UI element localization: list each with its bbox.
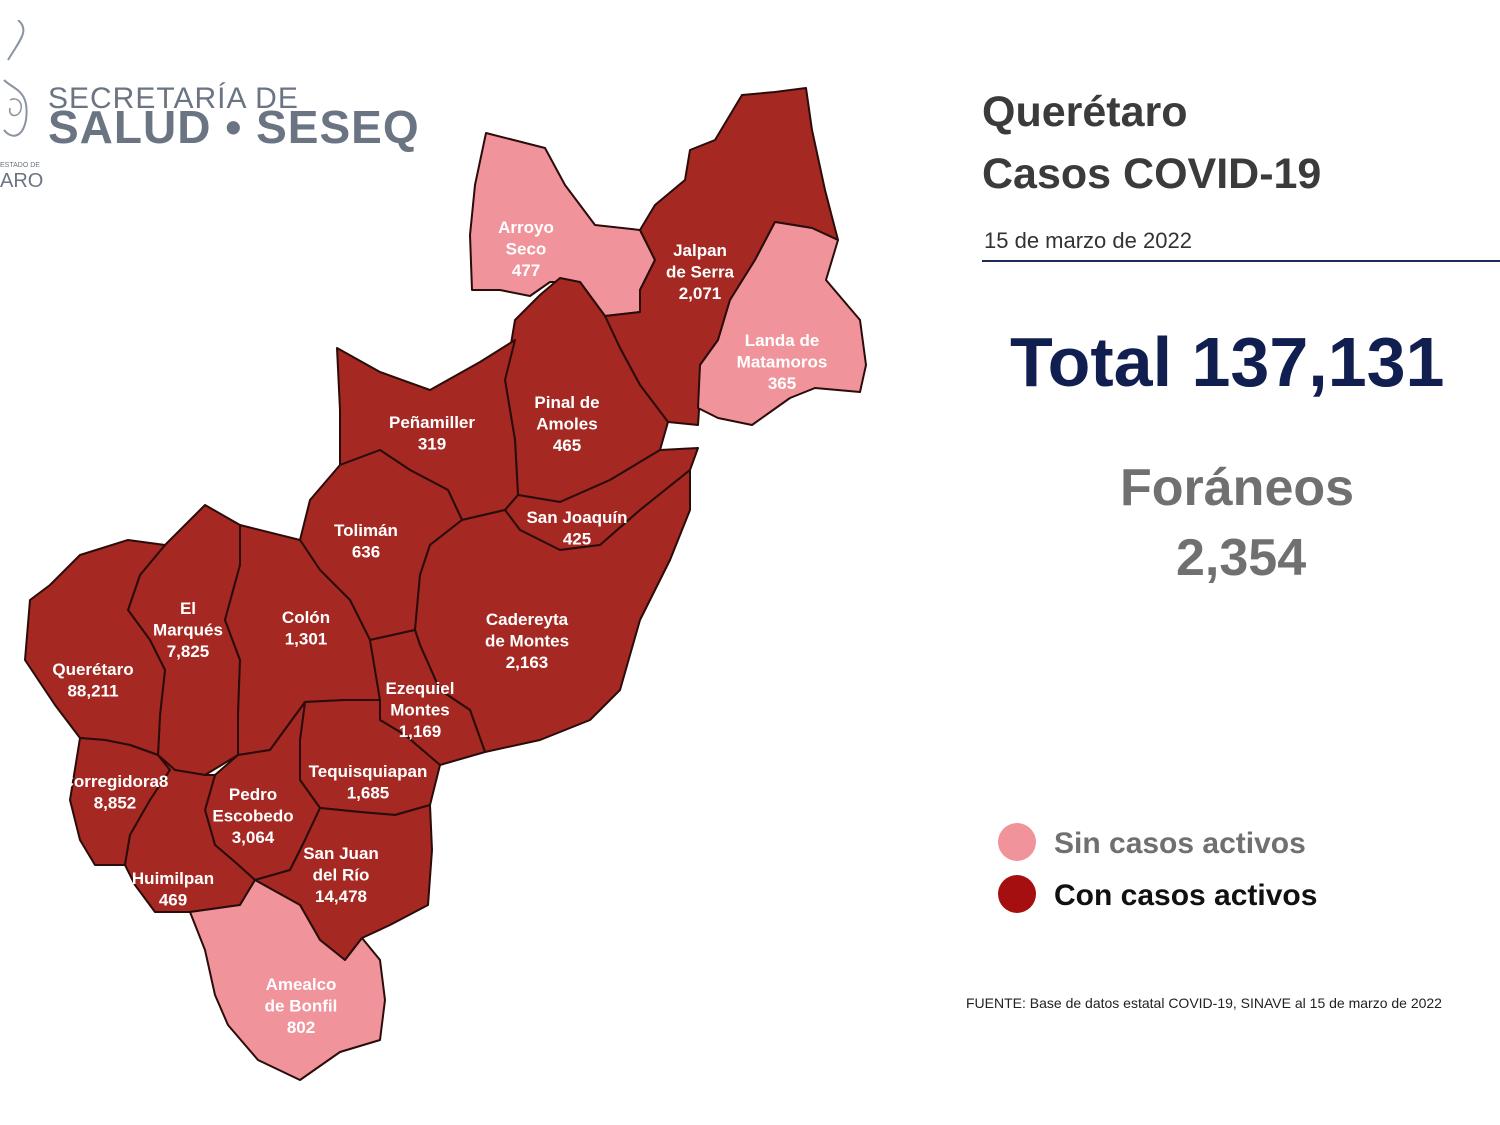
- page-title-cases: Casos COVID-19: [982, 150, 1322, 198]
- municipality-landa-de-matamoros: [697, 221, 867, 426]
- label-corregidora: Corregidora8 8,852: [62, 772, 169, 813]
- title-divider: [982, 260, 1500, 262]
- data-source-note: FUENTE: Base de datos estatal COVID-19, …: [966, 995, 1442, 1011]
- label-san-joaquin: San Joaquín 425: [526, 508, 627, 549]
- label-pinal-de-amoles: Pinal de Amoles 465: [534, 393, 599, 455]
- label-toliman: Tolimán 636: [334, 521, 398, 562]
- state-seal-icon: [3, 20, 28, 137]
- total-cases: Total 137,131: [1010, 323, 1445, 401]
- legend-label-no-active: Sin casos activos: [1054, 827, 1306, 860]
- foraneos-label: Foráneos: [1120, 459, 1355, 517]
- logo-seal-caption: ESTADO DE: [0, 162, 40, 169]
- label-el-marques: El Marqués 7,825: [153, 599, 223, 661]
- foraneos-value: 2,354: [1176, 529, 1307, 587]
- legend-swatch-no-active: [998, 823, 1036, 861]
- logo-line-salud-seseq: SALUD • SESEQ: [48, 101, 420, 153]
- label-cadereyta-de-montes: Cadereyta de Montes 2,163: [485, 610, 569, 672]
- label-san-juan-del-rio: San Juan del Río 14,478: [303, 844, 379, 906]
- legend-swatch-active: [998, 875, 1036, 913]
- label-pedro-escobedo: Pedro Escobedo 3,064: [212, 785, 293, 847]
- municipality-amealco-de-bonfil: [189, 879, 386, 1081]
- label-colon: Colón 1,301: [282, 608, 330, 649]
- municipality-jalpan-de-serra: [604, 87, 839, 426]
- label-queretaro: Querétaro 88,211: [52, 660, 133, 701]
- label-amealco-de-bonfil: Amealco de Bonfil 802: [265, 975, 338, 1037]
- page-title-state: Querétaro: [982, 88, 1188, 136]
- legend-label-active: Con casos activos: [1054, 879, 1318, 912]
- municipality-cadereyta-de-montes: [414, 469, 691, 753]
- label-landa-de-matamoros: Landa de Matamoros 365: [737, 331, 828, 393]
- label-jalpan-de-serra: Jalpan de Serra 2,071: [666, 241, 735, 303]
- report-date: 15 de marzo de 2022: [984, 228, 1192, 253]
- label-tequisquiapan: Tequisquiapan 1,685: [309, 762, 428, 803]
- label-huimilpan: Huimilpan 469: [132, 869, 214, 910]
- label-arroyo-seco: Arroyo Seco 477: [498, 218, 554, 280]
- label-ezequiel-montes: Ezequiel Montes 1,169: [386, 679, 455, 741]
- label-penamiller: Peñamiller 319: [389, 413, 475, 454]
- logo-line-secretaria: SECRETARÍA DE: [48, 82, 299, 115]
- seseq-logo: SECRETARÍA DE SALUD • SESEQ ESTADO DE AR…: [0, 20, 419, 200]
- logo-seal-text: ARO: [0, 170, 44, 192]
